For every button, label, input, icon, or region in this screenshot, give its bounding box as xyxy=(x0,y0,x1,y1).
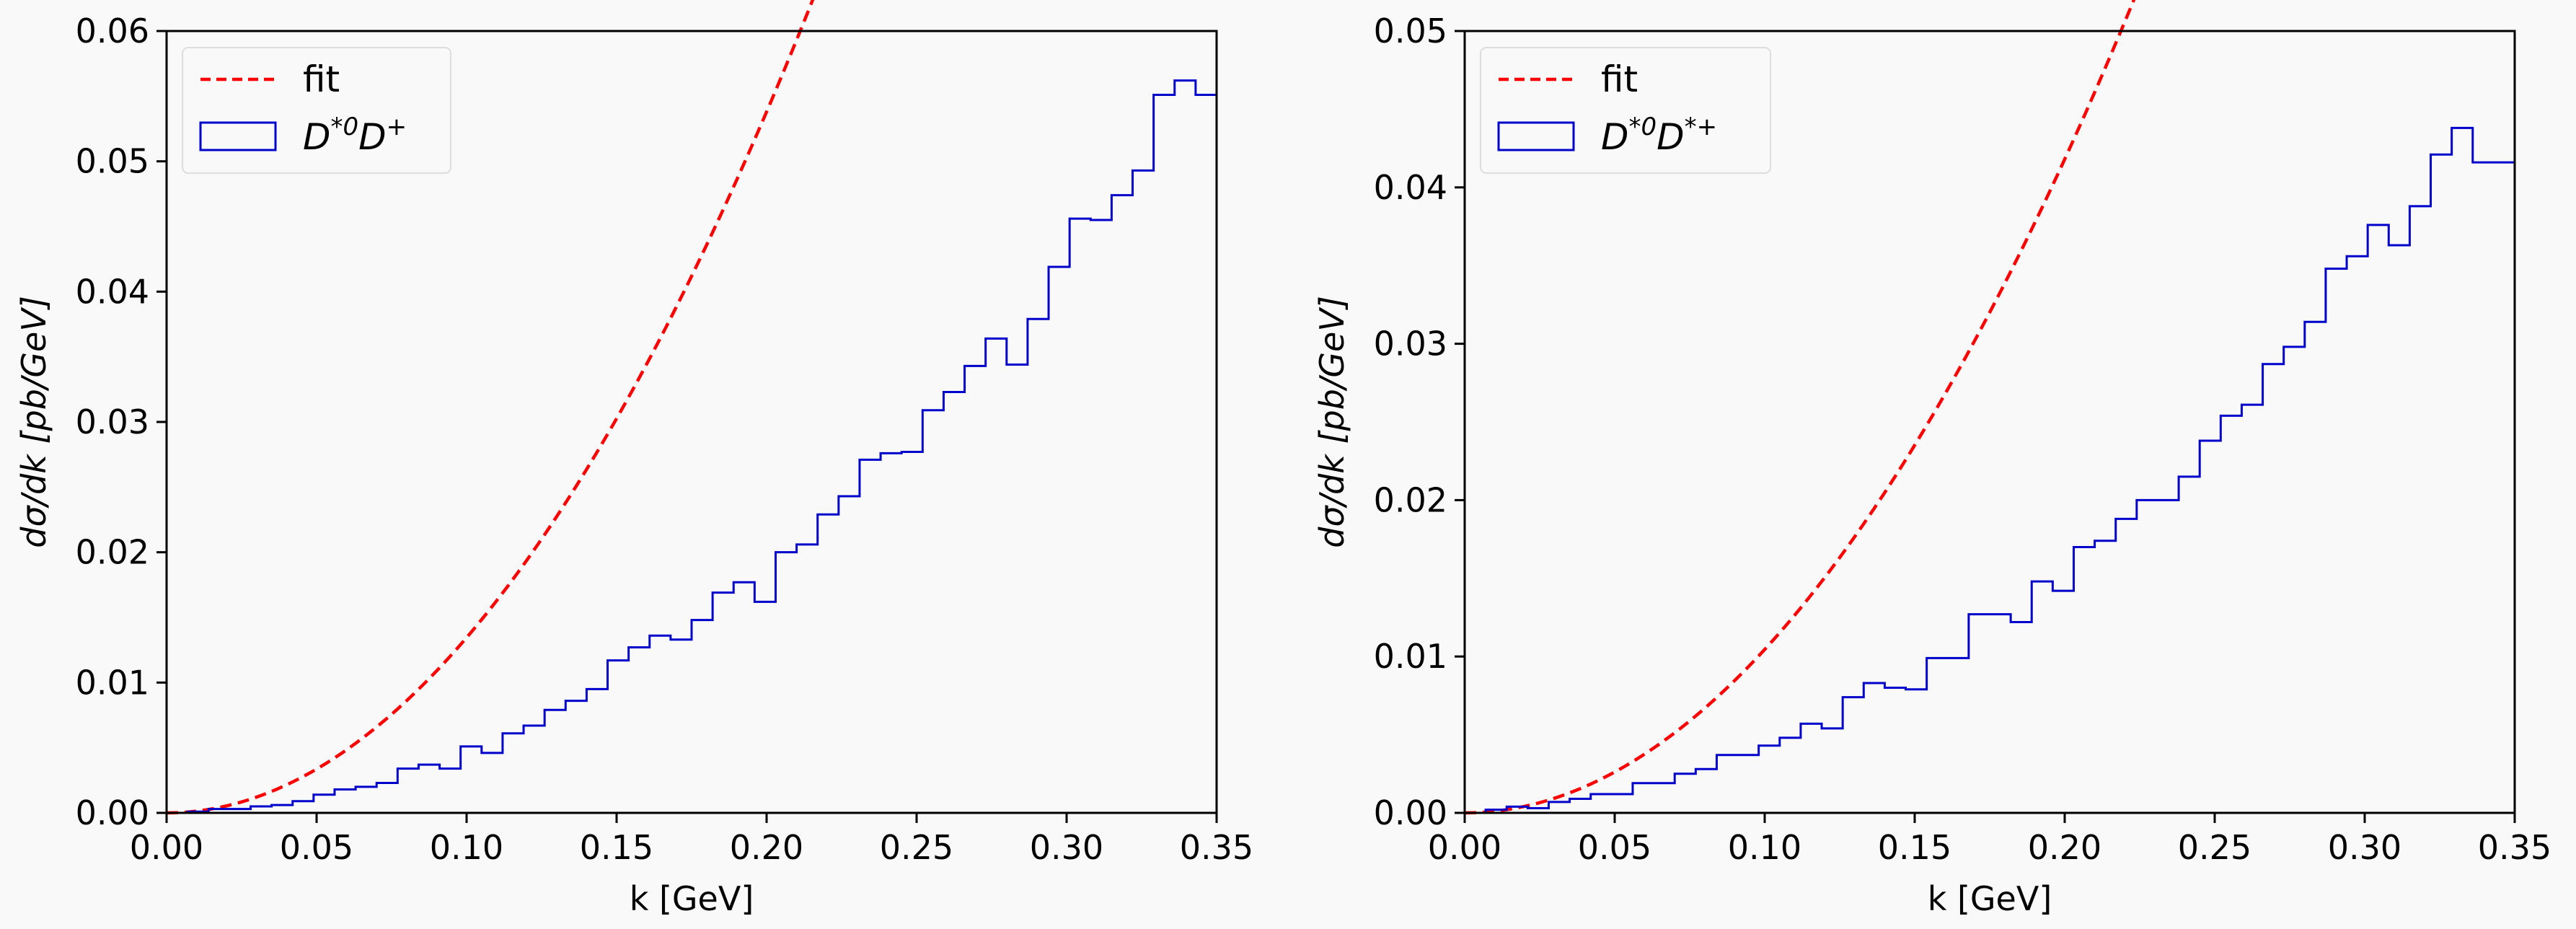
legend-hist-swatch-left xyxy=(199,121,277,151)
y-tick-label: 0.01 xyxy=(76,663,149,702)
chart-panel-right: 0.00 0.05 0.10 0.15 0.20 0.25 0.30 0.35 0.000.0… xyxy=(1313,0,2551,918)
histogram-steps xyxy=(1465,126,2515,814)
chart-panel-left: 0.00 0.05 0.10 0.15 0.20 0.25 0.30 0.35 0.000.0… xyxy=(14,0,1253,918)
x-tick-label: 0.00 xyxy=(130,828,203,867)
x-tick-label: 0.35 xyxy=(1180,828,1253,867)
x-tick-label: 0.35 xyxy=(2478,828,2551,867)
y-tick-label: 0.04 xyxy=(1374,168,1447,207)
x-tick-label: 0.05 xyxy=(280,828,353,867)
x-axis-ticks-left: 0.00 0.05 0.10 0.15 0.20 0.25 0.30 0.35 xyxy=(130,813,1253,867)
y-tick-label: 0.05 xyxy=(1374,12,1447,50)
fit-curve-right xyxy=(1464,0,2136,815)
x-axis-ticks-right: 0.00 0.05 0.10 0.15 0.20 0.25 0.30 0.35 xyxy=(1428,813,2551,867)
y-axis-ticks-left: 0.00 0.01 0.02 0.03 0.04 0.05 0.06 xyxy=(76,12,167,832)
x-axis-label-right: k [GeV] xyxy=(1928,879,2052,918)
legend-fit-label-left: fit xyxy=(303,58,340,100)
x-tick-label: 0.10 xyxy=(430,828,503,867)
x-tick-label: 0.15 xyxy=(1878,828,1951,867)
x-tick-label: 0.25 xyxy=(2178,828,2251,867)
fit-line xyxy=(1464,0,2136,815)
y-tick-label: 0.02 xyxy=(1374,480,1447,519)
histogram-left xyxy=(167,79,1217,814)
legend-fit-label-right: fit xyxy=(1601,58,1638,100)
x-tick-label: 0.15 xyxy=(580,828,653,867)
plot-frame-right xyxy=(1463,30,2516,814)
y-axis-label-left: dσ/dk [pb/GeV] xyxy=(14,296,53,548)
x-tick-label: 0.20 xyxy=(2028,828,2101,867)
legend-hist-label-right: D*0D*+ xyxy=(1601,113,1717,158)
legend-hist-swatch-right xyxy=(1497,121,1575,151)
y-tick-label: 0.03 xyxy=(1374,325,1447,364)
legend-hist-label-left: D*0D+ xyxy=(303,113,407,158)
x-axis-label-left: k [GeV] xyxy=(630,879,754,918)
fit-line xyxy=(166,0,815,815)
x-tick-label: 0.30 xyxy=(2328,828,2401,867)
histogram-right xyxy=(1465,126,2515,814)
x-tick-label: 0.10 xyxy=(1728,828,1801,867)
y-tick-label: 0.00 xyxy=(76,793,149,832)
fit-curve-left xyxy=(166,0,815,815)
y-tick-label: 0.06 xyxy=(76,12,149,50)
legend-right: fit D*0D*+ xyxy=(1480,47,1771,174)
x-tick-label: 0.30 xyxy=(1030,828,1103,867)
x-tick-label: 0.20 xyxy=(730,828,803,867)
y-axis-label-right: dσ/dk [pb/GeV] xyxy=(1313,296,1351,548)
y-tick-label: 0.00 xyxy=(1374,793,1447,832)
y-tick-label: 0.02 xyxy=(76,533,149,572)
y-tick-label: 0.05 xyxy=(76,142,149,181)
x-tick-label: 0.00 xyxy=(1428,828,1501,867)
legend-left: fit D*0D+ xyxy=(182,47,451,174)
y-tick-label: 0.01 xyxy=(1374,637,1447,676)
y-tick-label: 0.03 xyxy=(76,402,149,441)
x-tick-label: 0.05 xyxy=(1578,828,1651,867)
histogram-steps xyxy=(167,79,1217,814)
x-tick-label: 0.25 xyxy=(880,828,953,867)
y-axis-ticks-right: 0.00 0.01 0.02 0.03 0.04 0.05 xyxy=(1374,12,1465,832)
y-tick-label: 0.04 xyxy=(76,272,149,311)
